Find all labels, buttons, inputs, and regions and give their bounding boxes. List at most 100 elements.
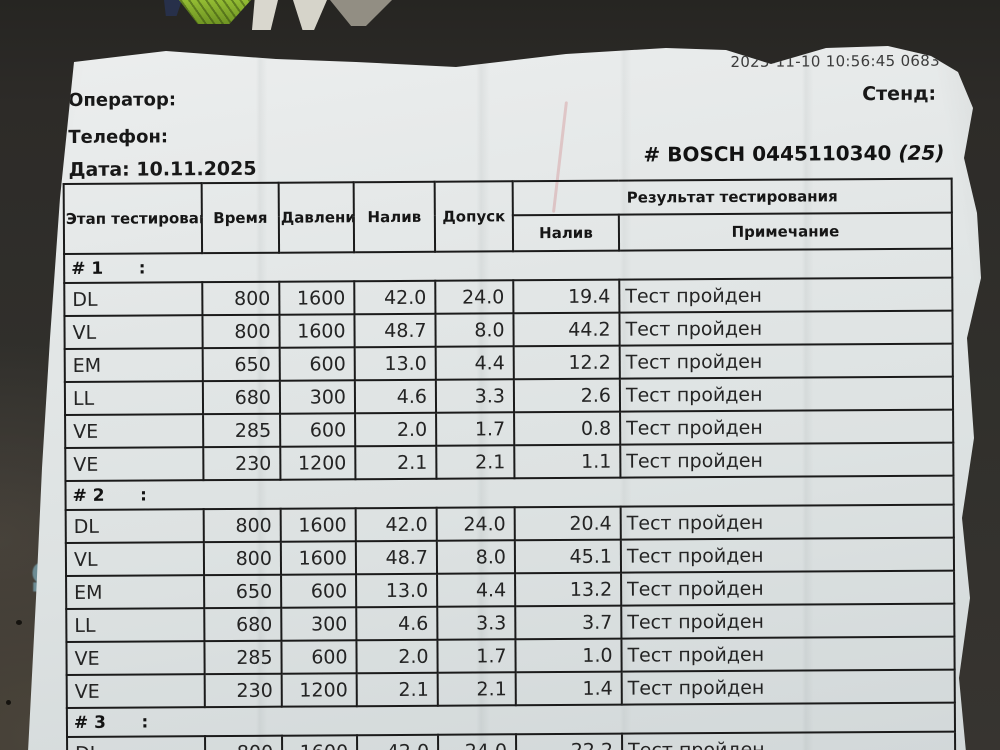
white-marking-stripe <box>252 0 278 30</box>
tolerance-cell: 1.7 <box>437 639 516 673</box>
fill-cell: 48.7 <box>354 313 436 348</box>
note-cell: Тест пройден <box>621 570 955 606</box>
stage-header: Этап тестирования <box>63 183 203 255</box>
gray-marking-triangle <box>330 0 392 26</box>
pressure-cell: 1600 <box>279 314 355 348</box>
table-body: # 1 : DL 800 1600 42.0 24.0 19.4 Тест пройден VL… <box>64 248 956 750</box>
time-cell: 285 <box>204 640 282 675</box>
note-cell: Тест пройден <box>619 376 954 412</box>
time-cell: 230 <box>203 446 281 481</box>
fill-cell: 42.0 <box>357 734 439 750</box>
stage-cell: LL <box>66 608 205 643</box>
tolerance-cell: 8.0 <box>435 313 514 347</box>
table-row: DL 800 1600 42.0 24.0 20.4 Тест пройден <box>65 504 954 544</box>
time-cell: 800 <box>203 508 281 543</box>
tolerance-cell: 1.7 <box>436 412 515 446</box>
result-fill-cell: 22.2 <box>516 733 623 750</box>
result-fill-cell: 20.4 <box>514 506 621 541</box>
result-fill-cell: 2.6 <box>513 378 621 413</box>
stage-cell: VE <box>65 414 204 449</box>
tolerance-cell: 24.0 <box>438 734 517 750</box>
table-row: LL 680 300 4.6 3.3 2.6 Тест пройден <box>64 376 954 416</box>
tolerance-cell: 2.1 <box>437 672 516 706</box>
pressure-cell: 600 <box>281 574 357 608</box>
time-header: Время <box>201 182 280 254</box>
note-cell: Тест пройден <box>620 504 954 540</box>
table-row: VL 800 1600 48.7 8.0 44.2 Тест пройден <box>64 310 953 350</box>
operator-label: Оператор: <box>68 89 177 111</box>
stage-cell: DL <box>67 736 206 750</box>
fill-cell: 48.7 <box>355 540 438 575</box>
document-content: 2025-11-10 10:56:45 0683 Оператор: Стенд… <box>28 46 981 750</box>
time-cell: 285 <box>203 413 281 448</box>
result-fill-cell: 1.0 <box>515 638 622 673</box>
fill-cell: 2.0 <box>356 639 438 674</box>
note-cell: Тест пройден <box>620 442 954 478</box>
stage-cell: DL <box>64 282 203 317</box>
pressure-header: Давление <box>278 182 355 253</box>
result-fill-cell: 13.2 <box>515 572 622 607</box>
time-cell: 650 <box>204 574 282 609</box>
result-fill-cell: 44.2 <box>513 312 620 347</box>
result-group-header: Результат тестирования <box>512 178 952 216</box>
result-fill-cell: 45.1 <box>514 539 622 574</box>
table-row: VE 230 1200 2.1 2.1 1.1 Тест пройден <box>65 442 954 482</box>
fill-cell: 2.1 <box>356 672 438 707</box>
fill-cell: 13.0 <box>356 573 438 608</box>
date-label: Дата: 10.11.2025 <box>68 157 257 181</box>
fill-cell: 2.1 <box>355 445 437 480</box>
fill-cell: 42.0 <box>354 280 436 315</box>
pressure-cell: 300 <box>279 380 356 414</box>
stage-cell: VE <box>66 674 205 709</box>
fill-cell: 4.6 <box>356 606 438 641</box>
result-fill-cell: 0.8 <box>514 411 621 446</box>
pressure-cell: 1600 <box>280 508 356 542</box>
time-cell: 680 <box>204 607 282 642</box>
part-number-title: # BOSCH 0445110340 (25) <box>643 141 944 167</box>
table-row: VL 800 1600 48.7 8.0 45.1 Тест пройден <box>65 537 955 577</box>
pressure-cell: 600 <box>279 347 355 381</box>
pressure-cell: 1600 <box>282 735 358 750</box>
time-cell: 680 <box>202 380 281 415</box>
stage-cell: VE <box>65 447 204 482</box>
note-cell: Тест пройден <box>619 310 953 346</box>
result-fill-cell: 1.1 <box>514 444 621 479</box>
table-row: DL 800 1600 42.0 24.0 19.4 Тест пройден <box>64 277 953 317</box>
table-row: VE 230 1200 2.1 2.1 1.4 Тест пройден <box>66 669 955 709</box>
stage-cell: VE <box>66 641 205 676</box>
time-cell: 800 <box>205 735 283 750</box>
pressure-cell: 600 <box>281 640 357 674</box>
tolerance-cell: 2.1 <box>436 445 515 479</box>
stage-cell: EM <box>64 348 203 383</box>
tolerance-cell: 24.0 <box>436 507 515 541</box>
stage-cell: DL <box>65 509 204 544</box>
paper-sheet: 2025-11-10 10:56:45 0683 Оператор: Стенд… <box>28 46 981 750</box>
test-results-table: Этап тестирования Время Давление Налив Д… <box>63 178 957 750</box>
result-fill-cell: 19.4 <box>513 279 620 314</box>
part-number: # BOSCH 0445110340 <box>643 140 892 167</box>
navy-marking-shape <box>164 0 182 16</box>
pressure-cell: 1600 <box>280 541 357 575</box>
part-count: (25) <box>898 140 945 165</box>
pressure-cell: 300 <box>281 607 357 641</box>
fill-cell: 2.0 <box>355 412 437 447</box>
result-fill-header: Налив <box>512 214 620 252</box>
tolerance-cell: 4.4 <box>437 573 516 607</box>
fill-cell: 42.0 <box>355 507 437 542</box>
tolerance-cell: 8.0 <box>436 540 516 574</box>
time-cell: 800 <box>202 314 280 349</box>
phone-label: Телефон: <box>68 126 169 148</box>
note-cell: Тест пройден <box>621 603 955 639</box>
tolerance-cell: 4.4 <box>435 346 514 380</box>
stage-cell: EM <box>66 575 205 610</box>
table-header-row: Этап тестирования Время Давление Налив Д… <box>63 178 952 255</box>
result-fill-cell: 3.7 <box>515 605 622 640</box>
stand-label: Стенд: <box>862 82 937 106</box>
note-cell: Тест пройден <box>620 537 955 573</box>
fill-header: Налив <box>353 181 436 253</box>
fill-cell: 4.6 <box>354 379 437 414</box>
table-row: VE 285 600 2.0 1.7 1.0 Тест пройден <box>66 636 955 676</box>
time-cell: 230 <box>204 673 282 708</box>
time-cell: 650 <box>202 347 280 382</box>
